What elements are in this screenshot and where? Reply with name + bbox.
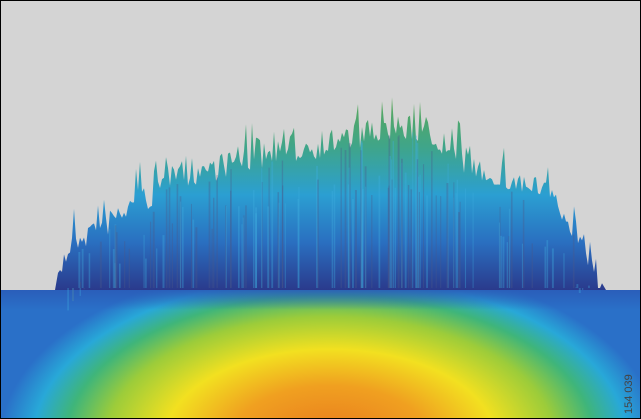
figure-id: 154 039 (623, 374, 635, 414)
surface (55, 97, 606, 311)
surface-silhouette (55, 97, 606, 290)
heatmap-edge (0, 290, 641, 310)
heatmap (0, 290, 641, 419)
